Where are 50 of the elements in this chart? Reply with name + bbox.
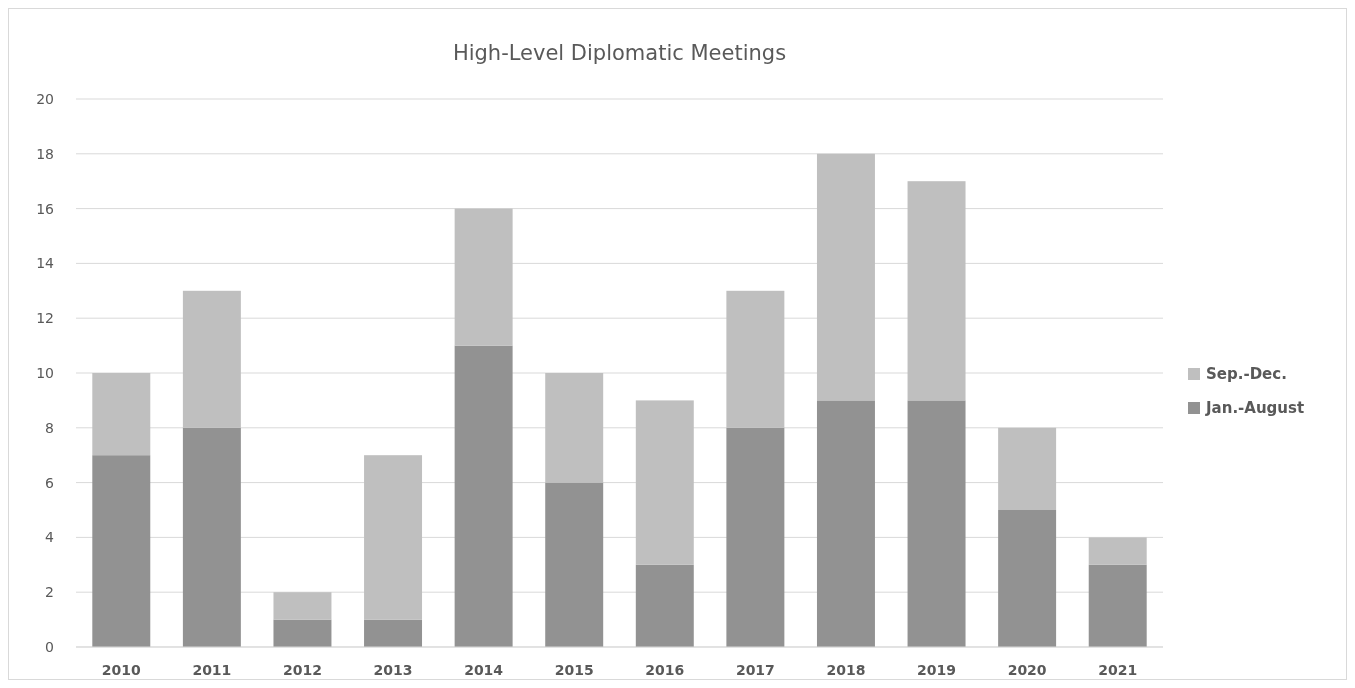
bar bbox=[907, 400, 966, 647]
y-tick-label: 14 bbox=[36, 255, 55, 272]
x-tick-label: 2020 bbox=[1007, 662, 1047, 678]
y-tick-label: 10 bbox=[36, 364, 54, 381]
bar bbox=[92, 373, 151, 456]
bar bbox=[998, 427, 1057, 510]
y-tick-label: 18 bbox=[36, 145, 54, 162]
bar bbox=[182, 290, 241, 428]
bar bbox=[998, 510, 1057, 647]
bar bbox=[907, 181, 966, 401]
x-tick-label: 2013 bbox=[373, 662, 413, 678]
bar bbox=[635, 564, 694, 647]
legend-label: Jan.-August bbox=[1205, 399, 1305, 418]
y-tick-label: 6 bbox=[45, 474, 55, 491]
x-tick-label: 2018 bbox=[826, 662, 866, 678]
legend-label: Sep.-Dec. bbox=[1206, 365, 1287, 384]
bar bbox=[816, 400, 875, 647]
bar bbox=[364, 455, 423, 620]
y-tick-label: 8 bbox=[45, 419, 54, 436]
x-tick-label: 2016 bbox=[645, 662, 685, 678]
bar bbox=[454, 208, 513, 346]
x-tick-label: 2011 bbox=[192, 662, 232, 678]
y-tick-label: 12 bbox=[36, 310, 54, 327]
y-tick-label: 16 bbox=[36, 200, 55, 217]
bar bbox=[454, 345, 513, 647]
bar bbox=[1088, 537, 1147, 565]
bar bbox=[273, 619, 332, 647]
bar bbox=[273, 592, 332, 620]
y-tick-label: 2 bbox=[45, 584, 54, 601]
x-tick-label: 2015 bbox=[554, 662, 594, 678]
x-tick-label: 2014 bbox=[464, 662, 504, 678]
bar bbox=[816, 153, 875, 401]
bar bbox=[182, 427, 241, 647]
x-tick-label: 2017 bbox=[735, 662, 775, 678]
y-tick-label: 4 bbox=[45, 529, 55, 546]
x-tick-label: 2019 bbox=[917, 662, 957, 678]
bar bbox=[1088, 564, 1147, 647]
bar bbox=[364, 619, 423, 647]
y-tick-label: 0 bbox=[45, 638, 54, 655]
bar bbox=[92, 455, 151, 647]
bar bbox=[545, 373, 604, 483]
x-tick-label: 2021 bbox=[1098, 662, 1138, 678]
chart-title: High-Level Diplomatic Meetings bbox=[452, 41, 787, 65]
bar bbox=[545, 482, 604, 647]
bar bbox=[726, 427, 785, 647]
bar bbox=[726, 290, 785, 428]
x-tick-label: 2012 bbox=[282, 662, 322, 678]
bar bbox=[635, 400, 694, 565]
x-tick-label: 2010 bbox=[101, 662, 142, 678]
y-tick-label: 20 bbox=[36, 90, 54, 107]
